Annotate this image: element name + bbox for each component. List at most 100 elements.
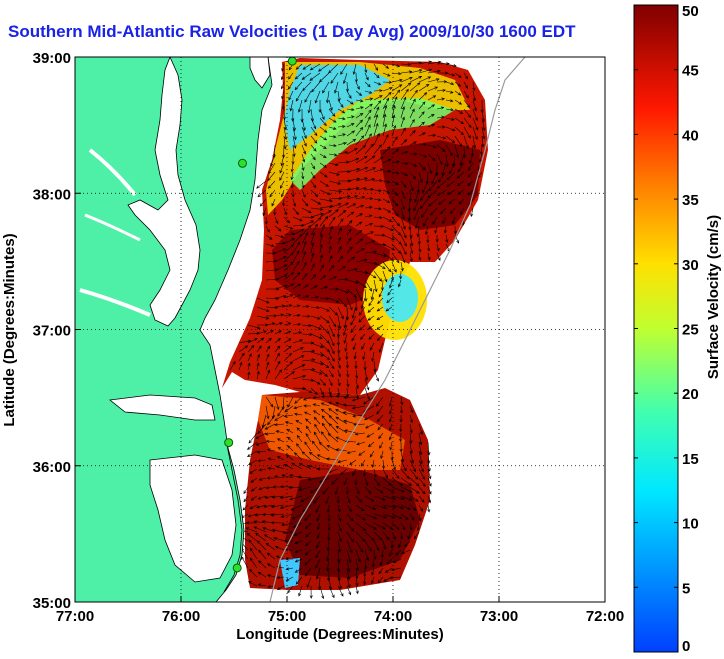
velocity-vector-333 [391,189,399,196]
velocity-vector-22 [301,72,312,80]
velocity-vector-949 [346,495,351,504]
velocity-vector-664 [292,347,304,353]
velocity-vector-282 [373,168,384,173]
velocity-vector-929 [355,486,360,495]
velocity-vector-813 [389,432,393,441]
velocity-vector-709 [265,369,271,380]
velocity-vector-848 [346,450,357,454]
radar-stations [224,56,297,573]
velocity-vector-192 [427,133,437,138]
velocity-vector-619 [336,324,341,339]
velocity-vector-177 [292,135,297,149]
velocity-vector-1138 [319,585,325,600]
velocity-vector-858 [257,459,267,463]
velocity-vector-545 [389,279,393,289]
velocity-vector-536 [310,274,317,281]
velocity-vector-939 [250,495,258,501]
velocity-vector-906 [331,477,339,485]
velocity-vector-66 [314,90,321,104]
velocity-vector-80 [445,90,454,94]
velocity-vector-1030 [337,531,342,543]
chesapeake-bay-water [127,57,201,327]
velocity-vector-1039 [413,531,420,540]
velocity-vector-909 [364,477,369,486]
velocity-vector-943 [279,495,294,500]
colorbar-tick-label-7: 35 [682,192,699,209]
velocity-vector-1061 [256,540,267,551]
velocity-vector-521 [319,264,324,272]
velocity-vector-997 [400,513,409,520]
velocity-vector-516 [274,264,288,272]
velocity-vector-1085 [304,558,312,566]
velocity-vector-670 [345,351,349,361]
velocity-vector-1093 [379,558,384,567]
velocity-vector-925 [309,486,321,493]
velocity-vector-99 [418,92,428,101]
velocity-vector-377 [355,204,365,209]
velocity-vector-768 [303,411,312,416]
velocity-vector-434 [443,225,447,234]
velocity-vector-72 [373,89,383,93]
velocity-vector-907 [343,477,348,486]
velocity-vector-533 [283,272,294,281]
x-tick-label-3: 74:00 [374,608,412,625]
velocity-vector-330 [364,187,375,192]
velocity-vector-979 [427,504,431,513]
velocity-vector-431 [416,225,420,238]
velocity-vector-402 [364,214,373,218]
velocity-vector-11 [382,63,390,69]
velocity-vector-481 [283,244,295,254]
velocity-vector-1038 [407,531,411,540]
velocity-vector-960 [249,504,258,510]
velocity-vector-443 [328,225,333,236]
velocity-vector-403 [373,216,383,220]
velocity-vector-812 [378,432,384,440]
velocity-vector-711 [283,371,295,380]
velocity-vector-126 [454,108,464,114]
velocity-vector-447 [364,231,374,236]
velocity-vector-473 [400,243,407,256]
velocity-vector-166 [400,116,405,128]
y-tick-label-3: 38:00 [33,186,71,203]
velocity-vector-1120 [306,576,312,589]
velocity-vector-405 [391,216,400,227]
velocity-vector-455 [435,234,439,243]
velocity-vector-801 [275,430,285,434]
velocity-vector-744 [388,396,393,407]
velocity-vector-391 [264,216,268,225]
velocity-vector-1016 [391,522,400,530]
velocity-vector-191 [418,132,426,137]
velocity-vector-793 [377,423,384,431]
velocity-vector-39 [463,72,469,80]
velocity-vector-259 [382,158,392,164]
velocity-vector-682 [310,360,324,366]
velocity-vector-64 [295,90,303,102]
velocity-vector-747 [271,405,276,420]
velocity-vector-935 [409,486,420,494]
velocity-vector-315 [436,180,447,189]
velocity-vector-1127 [371,576,375,585]
velocity-vector-662 [274,345,281,353]
velocity-vector-104 [463,99,470,109]
x-tick-label-5: 72:00 [586,608,624,625]
velocity-vector-644 [265,337,272,344]
velocity-vector-567 [301,295,310,299]
velocity-vector-502 [292,250,300,263]
velocity-vector-799 [255,432,267,440]
velocity-vector-1074 [381,549,385,559]
velocity-vector-283 [382,169,392,174]
velocity-vector-113 [337,108,346,114]
velocity-vector-645 [274,338,282,344]
velocity-vector-988 [316,513,321,522]
velocity-vector-268 [457,162,465,173]
velocity-vector-321 [280,189,285,198]
x-axis-ticks: 77:00 76:00 75:00 74:00 73:00 72:00 [56,596,624,625]
velocity-vector-118 [382,97,390,110]
velocity-vector-302 [328,180,342,185]
velocity-vector-623 [367,324,375,330]
velocity-vector-310 [400,180,407,188]
velocity-vector-400 [346,211,355,218]
velocity-vector-379 [373,207,382,211]
velocity-vector-186 [373,122,379,137]
velocity-vector-261 [400,161,409,165]
